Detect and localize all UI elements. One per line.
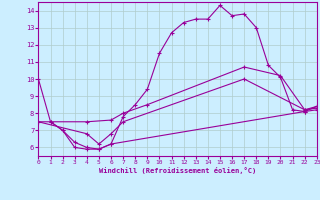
- X-axis label: Windchill (Refroidissement éolien,°C): Windchill (Refroidissement éolien,°C): [99, 167, 256, 174]
